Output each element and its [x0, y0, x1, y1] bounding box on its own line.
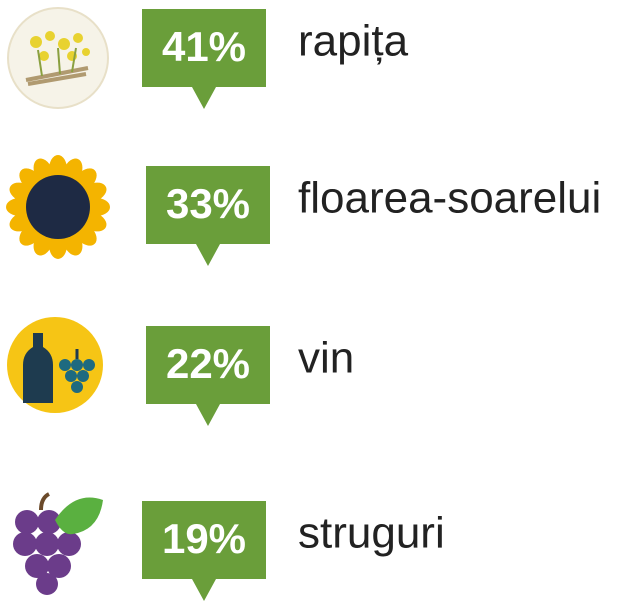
callout-box	[142, 501, 266, 601]
item-label: floarea-soarelui	[298, 174, 601, 223]
sunflower-icon	[6, 155, 110, 259]
percent-label: 33%	[166, 180, 250, 227]
wine-icon	[7, 317, 103, 413]
callout-box	[146, 166, 270, 266]
item-label: rapița	[298, 17, 409, 66]
item-label: struguri	[298, 509, 445, 558]
callout-box	[142, 9, 266, 109]
grapes-icon	[13, 492, 103, 595]
rapeseed-icon	[7, 7, 109, 109]
callout-box	[146, 326, 270, 426]
item-label: vin	[298, 334, 354, 383]
percent-label: 22%	[166, 340, 250, 387]
percent-label: 19%	[162, 515, 246, 562]
percent-label: 41%	[162, 23, 246, 70]
